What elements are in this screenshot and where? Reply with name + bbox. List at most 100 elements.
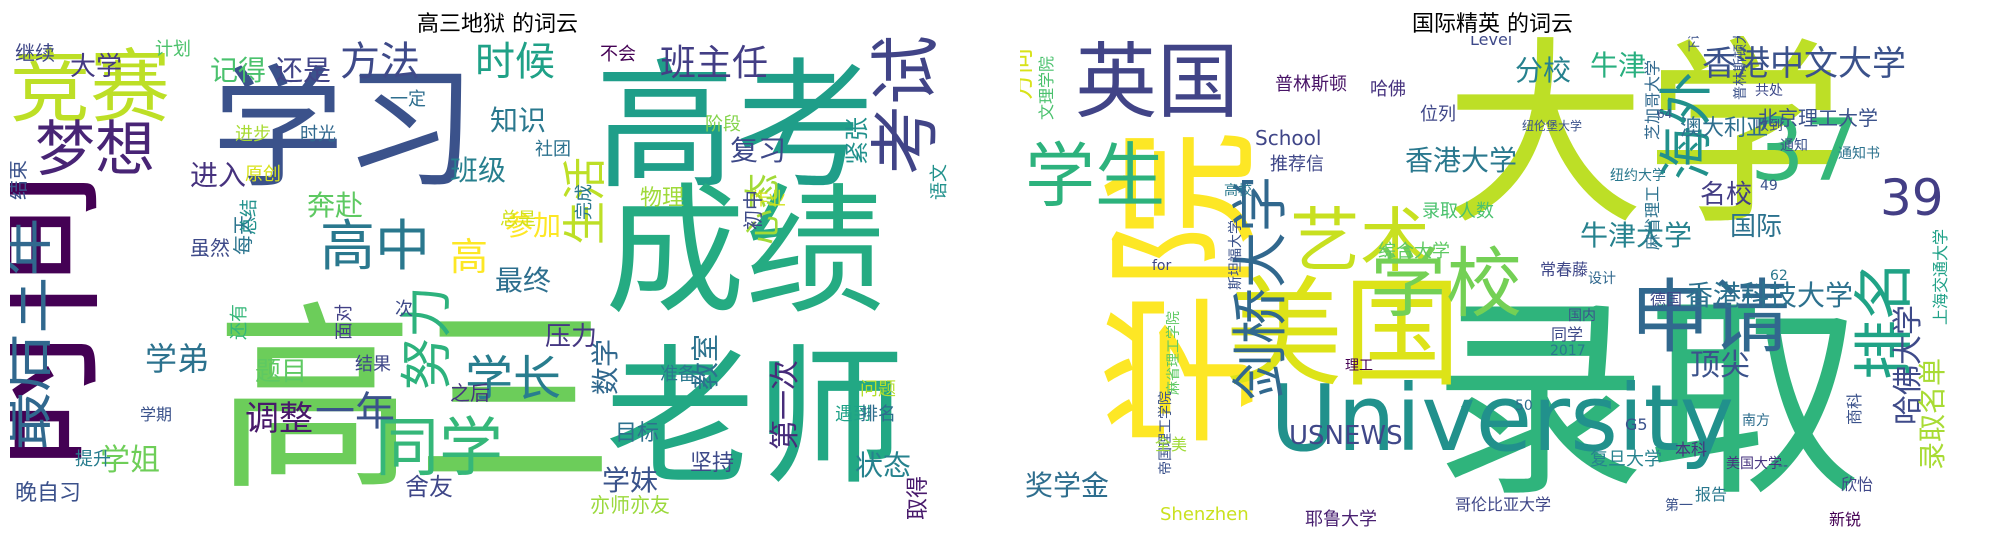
- wordcloud-left-word-37: 第一次: [768, 360, 803, 450]
- wordcloud-left-word-5: 老师: [605, 332, 905, 506]
- wordcloud-left-word-56: 物理: [640, 186, 684, 211]
- wordcloud-left-word-26: 知识: [490, 104, 546, 137]
- wordcloud-right-word-79: --: [1778, 458, 1788, 474]
- wordcloud-left-word-9: 最后三年: [10, 218, 59, 450]
- wordcloud-right-word-41: 北京理工大学: [1758, 106, 1878, 130]
- wordcloud-left-word-52: 时光: [300, 124, 336, 145]
- wordcloud-left-word-47: 继续: [15, 41, 55, 65]
- wordcloud-right-word-45: 纽约大学: [1610, 168, 1666, 184]
- wordcloud-right-word-30: School: [1255, 126, 1321, 150]
- wordcloud-right-word-65: 报告: [1695, 485, 1727, 504]
- wordcloud-left-word-49: 不会: [600, 44, 636, 65]
- wordcloud-right-word-58: 高校: [1224, 182, 1252, 199]
- wordcloud-right-word-60: 设计: [1588, 271, 1616, 287]
- wordcloud-right-word-54: G5: [1625, 415, 1648, 434]
- wordcloud-right-word-71: 共处: [1755, 83, 1783, 99]
- wordcloud-right-word-34: Shenzhen: [1160, 504, 1249, 525]
- wordcloud-left-word-31: 最终: [495, 264, 551, 297]
- wordcloud-left-word-39: 题目: [255, 357, 307, 387]
- wordcloud-left-word-18: 心态: [743, 173, 784, 245]
- wordcloud-right-word-7: 艺术: [1290, 200, 1430, 282]
- wordcloud-right-word-66: 新锐: [1829, 510, 1861, 529]
- wordcloud-left-word-67: 面对: [334, 304, 355, 340]
- wordcloud-right-word-69: 通知: [1780, 137, 1808, 154]
- wordcloud-left-word-44: 目标: [615, 421, 659, 446]
- wordcloud-right-word-39: 哈佛: [1370, 79, 1406, 100]
- wordcloud-right-word-57: 德国: [1650, 290, 1682, 309]
- wordcloud-left-word-53: 原创: [245, 164, 281, 185]
- wordcloud-right-word-67: 第一: [1665, 497, 1693, 514]
- wordcloud-left-word-7: 梦想: [35, 115, 155, 185]
- wordcloud-left-word-62: 每天: [231, 215, 255, 255]
- wordcloud-right-word-55: 南方: [1742, 413, 1770, 429]
- wordcloud-right-word-28: 国际: [1730, 212, 1782, 242]
- wordcloud-left-word-60: 完成: [574, 184, 595, 220]
- wordcloud-right-word-76: 50: [1515, 398, 1533, 414]
- wordcloud-left-word-34: 教室: [689, 334, 722, 390]
- wordcloud-right-word-50: 上海交通大学: [1931, 229, 1950, 325]
- wordcloud-left-word-29: 进入: [190, 159, 246, 192]
- wordcloud-right-word-31: 推荐信: [1270, 154, 1324, 175]
- wordcloud-left-word-30: 复习: [730, 134, 786, 167]
- wordcloud-right-word-59: 国内: [1568, 308, 1596, 324]
- wordcloud-right-word-26: USNEWS: [1289, 421, 1403, 451]
- wordcloud-right-word-21: 牛津: [1590, 49, 1646, 82]
- wordcloud-left-word-23: 大学: [70, 52, 122, 82]
- wordcloud-left-word-28: 奔赴: [307, 189, 363, 222]
- wordcloud-left-word-74: 排名: [860, 404, 896, 425]
- wordcloud-left-word-1: 高三: [215, 285, 615, 518]
- wordcloud-right-word-3: University: [1270, 365, 1734, 472]
- wordcloud-right-word-43: Level: [1470, 36, 1512, 49]
- wordcloud-left-word-40: 舍友: [405, 473, 453, 501]
- wordcloud-right-word-77: 2017: [1550, 343, 1586, 359]
- wordcloud-right-word-63: 商科: [1845, 393, 1864, 425]
- wordcloud-right-word-53: 全美: [1155, 435, 1187, 454]
- wordcloud-right-word-46: 常春藤: [1540, 260, 1588, 279]
- wordcloud-right-word-22: 分校: [1515, 54, 1571, 87]
- wordcloud-left-word-12: 方法: [340, 39, 420, 85]
- wordcloud-right-word-20: 牛津大学: [1580, 219, 1692, 252]
- wordcloud-right-word-18: 哈佛大学: [1891, 305, 1926, 425]
- wordcloud-left-word-42: 晚自习: [15, 481, 81, 506]
- wordcloud-right-word-52: 美国大学: [1726, 456, 1782, 472]
- wordcloud-left-word-32: 参加: [505, 209, 561, 242]
- wordcloud-left-word-11: 高中: [320, 214, 430, 278]
- wordcloud-left-word-69: 结果: [355, 354, 391, 375]
- wordcloud-left-word-68: 学期: [140, 405, 172, 424]
- wordcloud-right-word-4: 美国: [1225, 265, 1461, 403]
- wordcloud-right-word-6: 学生: [1025, 135, 1165, 217]
- wordcloud-right-word-14: 排名: [1850, 260, 1920, 380]
- wordcloud-right-word-13: 39: [1880, 169, 1944, 227]
- wordcloud-left-word-24: 记得: [210, 54, 266, 87]
- wordcloud-right-word-17: 香港科技大学: [1685, 279, 1853, 312]
- wordcloud-right-word-49: 麻省理工: [1643, 186, 1662, 250]
- wordcloud-left-word-65: 总结: [239, 199, 260, 235]
- wordcloud-right-word-27: 名校: [1700, 180, 1752, 210]
- wordcloud-left-word-27: 班级: [450, 154, 506, 187]
- wordcloud-right-word-44: 芝加哥大学: [1643, 60, 1662, 140]
- wordcloud-right-word-8: 剑桥大学: [1229, 176, 1294, 400]
- wordcloud-left-word-48: 计划: [155, 39, 191, 60]
- wordcloud-left-word-43: 坚持: [690, 451, 734, 476]
- wordcloud-left-word-20: 调整: [245, 399, 313, 439]
- wordcloud-left-word-76: 次: [395, 299, 413, 320]
- wordcloud-right-word-25: 顶尖: [1690, 348, 1750, 383]
- wordcloud-left-word-6: 竞赛: [10, 41, 170, 134]
- wordcloud-right-word-61: 同学: [1551, 325, 1583, 344]
- wordcloud-right-word-68: 通知书: [1838, 145, 1880, 162]
- wordcloud-right-word-40: 位列: [1420, 104, 1456, 125]
- wordcloud-left-word-25: 还是: [275, 54, 331, 87]
- wordcloud-right-word-36: 耶鲁大学: [1305, 509, 1377, 530]
- wordcloud-right-word-11: 海外: [1655, 72, 1718, 180]
- chart-title-left: 高三地狱 的词云: [417, 12, 578, 37]
- wordcloud-left-word-58: 阶段: [705, 114, 741, 135]
- wordcloud-left-word-57: 作业: [750, 189, 786, 210]
- chart-title-right: 国际精英 的词云: [1412, 12, 1573, 37]
- wordcloud-right-word-10: 申请: [1630, 271, 1790, 364]
- wordcloud-right-word-29: 澳大利亚: [1680, 116, 1768, 141]
- wordcloud-left-word-16: 学长: [465, 351, 561, 407]
- wordcloud-left-word-35: 学妹: [602, 464, 658, 497]
- wordcloud-right-word-5: 英国: [1075, 36, 1239, 130]
- wordcloud-right-word-47: 斯坦福大学: [1228, 220, 1244, 290]
